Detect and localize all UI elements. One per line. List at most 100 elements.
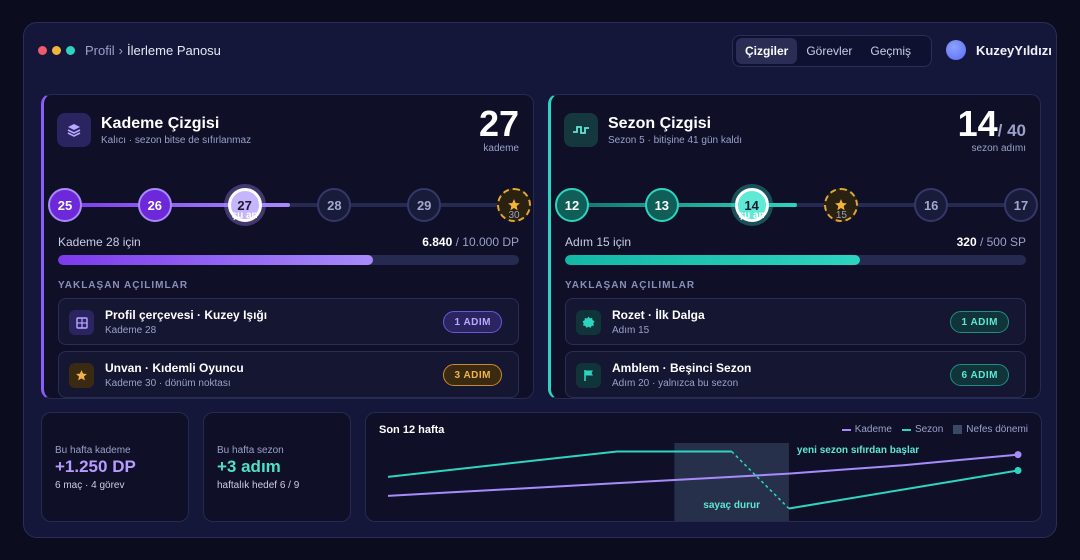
titlebar: Profil › İlerleme Panosu Çizgiler Görevler… [24,23,1056,79]
season-streak-card: Sezon Çizgisi Sezon 5 · bitişine 41 gün … [548,94,1041,399]
progress-total: / 10.000 DP [455,235,519,249]
progress-label: Kademe 28 için [58,235,141,249]
sezon-reset-dashed [731,450,790,510]
star-icon [508,199,520,211]
track-line [65,203,514,207]
tier-node-upcoming[interactable]: 29 [407,188,442,222]
breadcrumb-separator: › [118,43,123,58]
sezon-end-point [1014,466,1022,474]
progress-value: 320 / 500 SP [957,235,1026,249]
season-total: / 40 [997,121,1026,140]
breadcrumb-current: İlerleme Panosu [126,43,221,58]
season-track: 12 13 14 16 17 [551,184,1040,224]
unlock-title: Amblem · Beşinci Sezon [612,361,752,375]
progress-fill [565,255,861,265]
section-title: YAKLAŞAN AÇILIMLAR [565,280,696,291]
unlock-item[interactable]: Amblem · Beşinci Sezon Adım 20 · yalnızc… [565,351,1026,398]
steps-badge: 1 ADIM [443,311,502,333]
card-title: Sezon Çizgisi [608,115,712,132]
milestone-label: 30 [508,210,520,221]
progress-current: 320 [956,235,977,249]
frame-icon [69,310,94,335]
kademe-end-point [1014,451,1022,459]
pause-annotation: sayaç durur [703,500,760,511]
season-node-done[interactable]: 12 [555,188,589,222]
tab-cizgiler[interactable]: Çizgiler [736,38,798,64]
chart-plot: sayaç durur yeni sezon sıfırdan başlar [387,443,1022,521]
legend-swatch [953,425,963,434]
stat-note: haftalık hedef 6 / 9 [217,480,300,491]
tab-gecmis[interactable]: Geçmiş [870,44,912,58]
progress-total: / 500 SP [979,235,1026,249]
legend-label: Sezon [914,424,944,435]
legend-nefes: Nefes dönemi [953,424,1028,435]
tier-milestone-star[interactable] [497,188,531,222]
close-dot[interactable] [38,46,47,55]
star-icon [69,363,94,388]
layers-icon [57,113,91,147]
season-node-upcoming[interactable]: 16 [914,188,949,222]
nefes-period-band [674,443,789,521]
legend-swatch [901,428,911,431]
unlock-subtitle: Adım 20 · yalnızca bu sezon [612,378,739,389]
unlock-subtitle: Kademe 28 [105,325,157,336]
season-node-upcoming[interactable]: 17 [1004,188,1038,222]
stat-note: 6 maç · 4 görev [55,480,125,491]
breadcrumb-parent[interactable]: Profil [85,43,115,58]
track-line [572,203,1021,207]
legend-label: Kademe [854,424,892,435]
season-node-done[interactable]: 13 [644,188,679,222]
steps-badge: 3 ADIM [443,364,502,386]
tier-node-current[interactable]: 27 [227,188,262,222]
season-node-current[interactable]: 14 [734,188,769,222]
progress-bar [565,255,1026,265]
app-window: Profil › İlerleme Panosu Çizgiler Görevler… [23,22,1057,538]
stat-value: +3 adım [217,457,281,476]
star-icon [835,199,848,211]
weekly-season-stat: Bu hafta sezon +3 adım haftalık hedef 6 … [203,412,351,522]
tier-streak-card: Kademe Çizgisi Kalıcı · sezon bitse de s… [41,94,534,399]
chart-legend: Kademe Sezon Nefes dönemi [841,424,1028,435]
flag-icon [576,363,601,388]
progress-fill [58,255,374,265]
unlock-title: Unvan · Kıdemli Oyuncu [105,361,244,375]
season-current-label: sezon adımı [971,143,1026,154]
tier-current-value: 27 [479,103,519,145]
weekly-tier-stat: Bu hafta kademe +1.250 DP 6 maç · 4 göre… [41,412,189,522]
steps-badge: 6 ADIM [950,364,1009,386]
username[interactable]: KuzeyYıldızı [976,42,1052,58]
legend-label: Nefes dönemi [966,424,1028,435]
sezon-line-before [387,450,732,478]
progress-value: 6.840 / 10.000 DP [422,235,519,249]
reset-annotation: yeni sezon sıfırdan başlar [797,445,919,456]
season-milestone-star[interactable] [824,188,859,222]
track-fill [572,203,797,207]
user-menu[interactable]: KuzeyYıldızı [946,40,1052,60]
tier-track: 25 26 27 28 29 [44,184,533,224]
chart-title: Son 12 hafta [379,424,445,436]
unlock-item[interactable]: Profil çerçevesi · Kuzey Işığı Kademe 28… [58,298,519,345]
tab-gorevler[interactable]: Görevler [806,44,853,58]
maximize-dot[interactable] [66,46,75,55]
legend-sezon: Sezon [901,424,944,435]
section-title: YAKLAŞAN AÇILIMLAR [58,280,189,291]
tier-node-upcoming[interactable]: 28 [317,188,352,222]
unlock-item[interactable]: Rozet · İlk Dalga Adım 15 1 ADIM [565,298,1026,345]
legend-swatch [841,428,851,431]
minimize-dot[interactable] [52,46,61,55]
avatar[interactable] [946,40,966,60]
breadcrumb: Profil › İlerleme Panosu [85,43,221,58]
progress-current: 6.840 [422,235,453,249]
tier-node-done[interactable]: 26 [137,188,172,222]
tier-current-number: 27 [478,103,519,144]
card-title: Kademe Çizgisi [101,115,220,132]
now-label: şu an [738,210,765,221]
unlock-item[interactable]: Unvan · Kıdemli Oyuncu Kademe 30 · dönüm… [58,351,519,398]
progress-label: Adım 15 için [565,235,632,249]
steps-badge: 1 ADIM [950,311,1009,333]
view-tabs: Çizgiler Görevler Geçmiş [732,35,932,67]
tier-current-label: kademe [483,143,519,154]
season-current-number: 14 [957,103,998,144]
season-current-value: 14/ 40 [958,103,1026,145]
tier-node-done[interactable]: 25 [48,188,82,222]
